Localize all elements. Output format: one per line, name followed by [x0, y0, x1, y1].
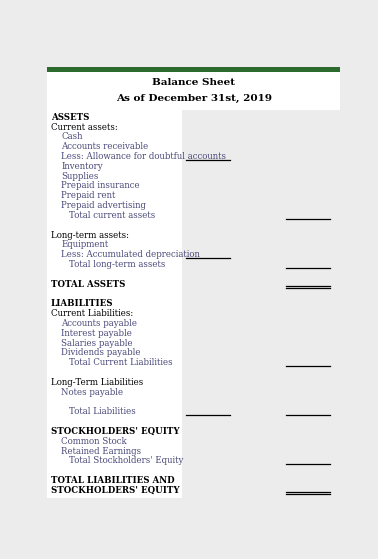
Text: Total Liabilities: Total Liabilities: [69, 408, 136, 416]
FancyBboxPatch shape: [47, 67, 340, 72]
Text: Long-Term Liabilities: Long-Term Liabilities: [51, 378, 143, 387]
Text: ASSETS: ASSETS: [51, 113, 89, 122]
Text: Prepaid rent: Prepaid rent: [61, 191, 116, 200]
Text: Less: Allowance for doubtful accounts: Less: Allowance for doubtful accounts: [61, 152, 226, 161]
Text: Total current assets: Total current assets: [69, 211, 155, 220]
Text: Less: Accumulated depreciation: Less: Accumulated depreciation: [61, 250, 200, 259]
Text: Inventory: Inventory: [61, 162, 103, 171]
Text: Accounts payable: Accounts payable: [61, 319, 137, 328]
Text: TOTAL ASSETS: TOTAL ASSETS: [51, 280, 125, 288]
Text: As of December 31st, 2019: As of December 31st, 2019: [116, 94, 272, 103]
Text: Common Stock: Common Stock: [61, 437, 127, 446]
Text: Cash: Cash: [61, 132, 83, 141]
Text: Total long-term assets: Total long-term assets: [69, 260, 166, 269]
Text: STOCKHOLDERS' EQUITY: STOCKHOLDERS' EQUITY: [51, 427, 180, 436]
Text: Interest payable: Interest payable: [61, 329, 132, 338]
Text: Notes payable: Notes payable: [61, 388, 124, 397]
Text: Accounts receivable: Accounts receivable: [61, 142, 149, 151]
Text: Salaries payable: Salaries payable: [61, 339, 133, 348]
Text: Equipment: Equipment: [61, 240, 108, 249]
Text: Long-term assets:: Long-term assets:: [51, 230, 129, 240]
Text: Total Stockholders' Equity: Total Stockholders' Equity: [69, 457, 184, 466]
Text: TOTAL LIABILITIES AND: TOTAL LIABILITIES AND: [51, 476, 174, 485]
Text: Dividends payable: Dividends payable: [61, 348, 141, 357]
Text: Supplies: Supplies: [61, 172, 99, 181]
FancyBboxPatch shape: [47, 110, 182, 498]
Text: Current Liabilities:: Current Liabilities:: [51, 309, 133, 318]
FancyBboxPatch shape: [47, 72, 340, 110]
Text: LIABILITIES: LIABILITIES: [51, 299, 113, 309]
Text: STOCKHOLDERS' EQUITY: STOCKHOLDERS' EQUITY: [51, 486, 180, 495]
Text: Prepaid insurance: Prepaid insurance: [61, 182, 140, 191]
Text: Balance Sheet: Balance Sheet: [152, 78, 235, 87]
Text: Prepaid advertising: Prepaid advertising: [61, 201, 146, 210]
Text: Retained Earnings: Retained Earnings: [61, 447, 141, 456]
Text: Total Current Liabilities: Total Current Liabilities: [69, 358, 173, 367]
Text: Current assets:: Current assets:: [51, 122, 118, 131]
